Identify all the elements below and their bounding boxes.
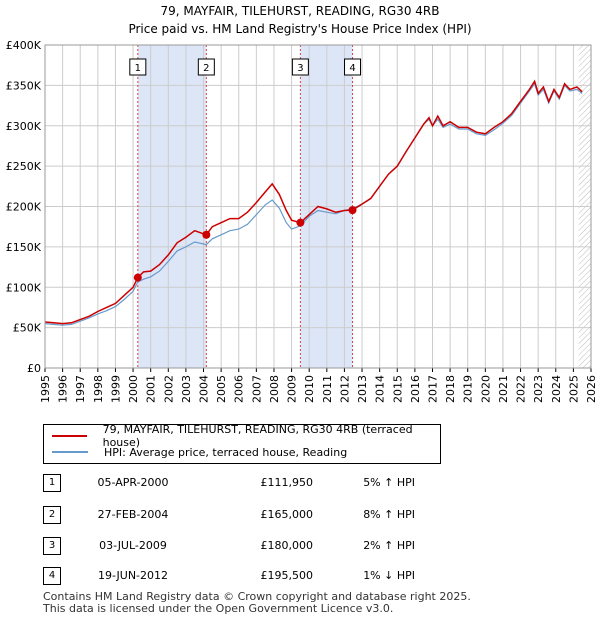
legend-swatch-hpi [52, 451, 88, 453]
x-tick-label: 2017 [426, 375, 439, 403]
y-tick-label: £200K [6, 201, 42, 214]
x-tick-label: 2010 [303, 375, 316, 403]
x-tick-label: 2002 [162, 375, 175, 403]
sale-row: 1 05-APR-2000 £111,950 5% ↑ HPI [43, 474, 563, 492]
x-tick-label: 2016 [409, 375, 422, 403]
x-tick-label: 2019 [462, 375, 475, 403]
sale-marker-box [291, 58, 309, 76]
sale-hpi-change: 2% ↑ HPI [363, 539, 415, 552]
x-tick-label: 2023 [532, 375, 545, 403]
sale-date: 19-JUN-2012 [97, 569, 169, 582]
x-tick-label: 2013 [356, 375, 369, 403]
x-tick-label: 2022 [515, 375, 528, 403]
x-tick-label: 2007 [250, 375, 263, 403]
sale-price: £195,500 [260, 569, 314, 582]
sale-number: 4 [43, 567, 61, 585]
plot-border [44, 44, 592, 369]
property-price-line [44, 79, 583, 325]
sale-marker-box [129, 58, 147, 76]
sale-hpi-change: 8% ↑ HPI [363, 508, 415, 521]
legend-swatch-property [52, 435, 87, 437]
sale-date: 05-APR-2000 [97, 476, 169, 489]
x-tick-label: 2014 [374, 375, 387, 403]
sale-point [202, 230, 211, 239]
sale-marker-number: 4 [349, 63, 355, 74]
x-tick-label: 2003 [180, 375, 193, 403]
sale-marker-number: 1 [135, 63, 141, 74]
chart-subtitle: Price paid vs. HM Land Registry's House … [128, 22, 472, 36]
sale-row: 4 19-JUN-2012 £195,500 1% ↓ HPI [43, 567, 563, 585]
y-tick-label: £0 [27, 362, 41, 375]
sale-point [133, 273, 142, 282]
legend-item-hpi: HPI: Average price, terraced house, Read… [52, 445, 347, 459]
sale-number: 2 [43, 506, 61, 524]
x-tick-label: 2005 [215, 375, 228, 403]
chart-title: 79, MAYFAIR, TILEHURST, READING, RG30 4R… [160, 4, 440, 18]
x-tick-label: 2021 [497, 375, 510, 403]
legend-label-property: 79, MAYFAIR, TILEHURST, READING, RG30 4R… [102, 423, 413, 449]
x-tick-label: 2000 [127, 375, 140, 403]
sale-price: £111,950 [260, 476, 314, 489]
x-tick-label: 2026 [585, 375, 598, 403]
legend: 79, MAYFAIR, TILEHURST, READING, RG30 4R… [43, 423, 441, 464]
sale-hpi-change: 5% ↑ HPI [363, 476, 415, 489]
x-tick-label: 2012 [338, 375, 351, 403]
y-tick-label: £400K [6, 39, 42, 52]
x-tick-label: 2018 [444, 375, 457, 403]
sale-point [296, 218, 305, 227]
x-tick-label: 2004 [198, 375, 211, 403]
sale-point [348, 206, 357, 215]
x-tick-label: 1999 [109, 375, 122, 403]
x-tick-label: 2001 [145, 375, 158, 403]
y-tick-label: £250K [6, 160, 42, 173]
x-tick-label: 2009 [286, 375, 299, 403]
x-tick-label: 2011 [321, 375, 334, 403]
footer-licence: This data is licensed under the Open Gov… [43, 602, 394, 615]
x-tick-label: 1997 [74, 375, 87, 403]
y-tick-label: £300K [6, 120, 42, 133]
sale-marker-box [197, 58, 215, 76]
x-tick-label: 2025 [567, 375, 580, 403]
y-tick-label: £150K [6, 241, 42, 254]
x-tick-label: 2015 [391, 375, 404, 403]
x-tick-label: 2020 [479, 375, 492, 403]
sale-number: 1 [43, 474, 61, 492]
sale-row: 2 27-FEB-2004 £165,000 8% ↑ HPI [43, 506, 563, 524]
legend-label-hpi: HPI: Average price, terraced house, Read… [104, 445, 348, 459]
sale-row: 3 03-JUL-2009 £180,000 2% ↑ HPI [43, 537, 563, 555]
x-tick-label: 2006 [233, 375, 246, 403]
y-tick-label: £350K [6, 79, 42, 92]
legend-item-property: 79, MAYFAIR, TILEHURST, READING, RG30 4R… [52, 423, 440, 449]
sale-price: £165,000 [260, 508, 314, 521]
x-tick-label: 2008 [268, 375, 281, 403]
price-chart: £0 £50K £100K £150K £200K £250K £300K £350K £400… [6, 39, 598, 403]
sale-date: 03-JUL-2009 [99, 539, 167, 552]
sale-marker-number: 3 [297, 63, 303, 74]
sale-number: 3 [43, 537, 61, 555]
hpi-line [44, 82, 583, 326]
footer-copyright: Contains HM Land Registry data © Crown c… [43, 590, 471, 603]
sale-marker-box [344, 58, 362, 76]
sale-date: 27-FEB-2004 [97, 508, 169, 521]
sale-price: £180,000 [260, 539, 314, 552]
sale-marker-number: 2 [203, 63, 209, 74]
sale-hpi-change: 1% ↓ HPI [363, 569, 415, 582]
x-tick-label: 1998 [92, 375, 105, 403]
y-tick-label: £50K [13, 322, 42, 335]
x-tick-label: 1995 [39, 375, 52, 403]
x-tick-label: 2024 [550, 375, 563, 403]
y-tick-label: £100K [6, 281, 42, 294]
x-tick-label: 1996 [57, 375, 70, 403]
